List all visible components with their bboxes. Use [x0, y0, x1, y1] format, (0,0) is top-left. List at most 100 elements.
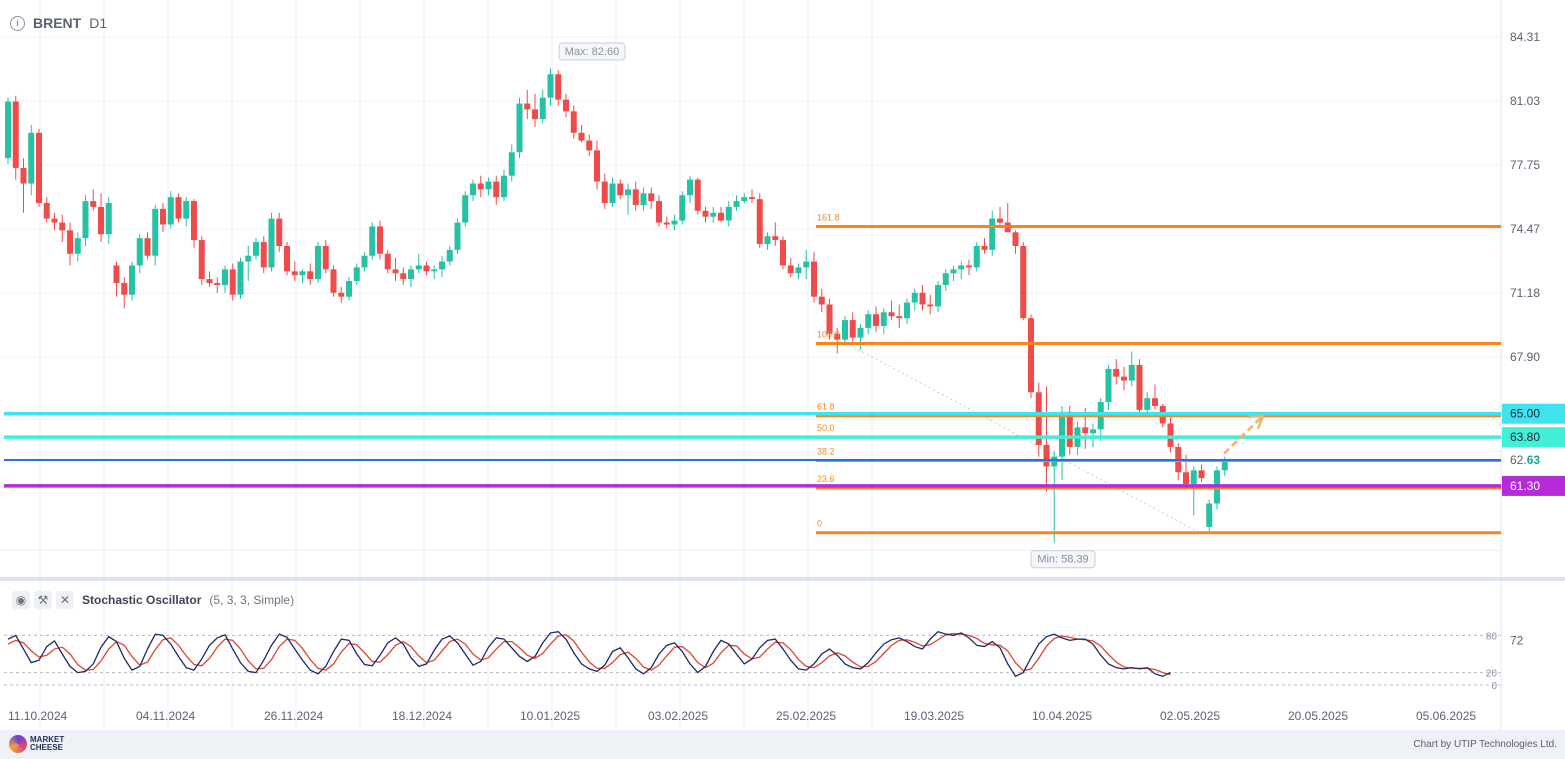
- candle-body: [679, 195, 686, 221]
- info-icon[interactable]: i: [10, 15, 25, 31]
- candle-body: [927, 304, 934, 307]
- candle-bull: [1097, 398, 1104, 442]
- candle-body: [90, 201, 97, 207]
- credit-text: Chart by UTIP Technologies Ltd.: [1413, 739, 1557, 750]
- candle-body: [82, 201, 89, 239]
- fib-level-label: 0: [817, 519, 822, 529]
- candle-bear: [1012, 230, 1019, 254]
- candle-body: [555, 74, 562, 100]
- candle-bear: [532, 93, 538, 127]
- oscillator-header: ◉ ⚒ ✕ Stochastic Oscillator (5, 3, 3, Si…: [12, 591, 294, 609]
- brand-logo[interactable]: MARKET CHEESE: [9, 735, 64, 753]
- candle-bull: [679, 191, 686, 225]
- candle-bull: [795, 263, 802, 280]
- candle-body: [1113, 368, 1120, 377]
- candle-body: [640, 193, 647, 205]
- wrench-icon[interactable]: ⚒: [34, 591, 52, 609]
- candle-body: [741, 197, 748, 202]
- candle-bear: [160, 203, 166, 233]
- candle-bull: [462, 191, 469, 227]
- candle-body: [423, 265, 430, 272]
- candle-body: [400, 273, 407, 280]
- candle-bull: [1051, 450, 1058, 543]
- candle-body: [98, 206, 104, 235]
- candle-body: [710, 212, 717, 217]
- time-axis[interactable]: 11.10.2024 04.11.2024 26.11.2024 18.12.2024…: [8, 709, 1476, 723]
- candle-bull: [725, 201, 732, 227]
- close-icon[interactable]: ✕: [56, 591, 74, 609]
- pane-separator[interactable]: [0, 577, 1565, 581]
- brand-line1: MARKET: [30, 735, 65, 744]
- candle-body: [1121, 376, 1127, 381]
- candle-bear: [191, 199, 197, 248]
- candle-bull: [315, 242, 321, 284]
- osc-level-label: 80: [1486, 631, 1498, 642]
- candle-bear: [206, 271, 213, 287]
- candle-body: [842, 320, 848, 340]
- candle-body: [601, 181, 608, 204]
- stochastic-plot: 80 200 72: [7, 630, 1524, 692]
- x-tick-label: 26.11.2024: [264, 709, 323, 723]
- candle-bear: [927, 294, 934, 315]
- candle-bear: [981, 238, 988, 254]
- eye-icon[interactable]: ◉: [12, 591, 30, 609]
- candle-bear: [826, 298, 833, 340]
- candle-bear: [896, 304, 903, 328]
- max-label: Max: 82.60: [565, 46, 619, 58]
- candle-body: [229, 269, 236, 295]
- candle-body: [439, 261, 445, 270]
- candle-bear: [919, 284, 926, 311]
- candle-bear: [229, 263, 236, 301]
- price-tag-box: [1502, 475, 1565, 496]
- candle-body: [1190, 470, 1197, 484]
- price-axis[interactable]: 84.31 81.03 77.75 74.47 71.18 67.90: [1510, 30, 1540, 364]
- candle-body: [338, 292, 345, 297]
- candle-body: [175, 197, 182, 219]
- candle-body: [981, 245, 988, 250]
- candle-bear: [1136, 359, 1143, 416]
- candle-bull: [609, 177, 616, 207]
- candle-body: [369, 226, 376, 256]
- fib-level-label: 38.2: [817, 447, 835, 457]
- candle-bear: [330, 265, 337, 297]
- candle-body: [183, 201, 190, 219]
- candle-bear: [384, 249, 391, 274]
- candle-bull: [942, 269, 949, 291]
- candle-bull: [741, 193, 748, 204]
- candle-body: [346, 281, 352, 297]
- candle-body: [803, 261, 810, 268]
- candle-body: [1066, 411, 1073, 447]
- candle-bear: [12, 95, 19, 180]
- candle-body: [1043, 444, 1050, 467]
- candle-bear: [617, 179, 624, 200]
- y-tick-label: 77.75: [1510, 158, 1540, 172]
- fib-level-label: 61.8: [817, 402, 835, 412]
- candle-body: [59, 222, 66, 231]
- candle-body: [1144, 398, 1151, 410]
- candle-body: [594, 150, 600, 182]
- candle-body: [625, 189, 631, 196]
- footer-bar: [0, 730, 1565, 759]
- candle-body: [780, 240, 786, 266]
- candle-bear: [656, 195, 662, 227]
- candle-bull: [842, 316, 848, 346]
- candle-bull: [958, 261, 965, 280]
- extreme-labels: Max: 82.60 Min: 58.39: [558, 42, 1096, 569]
- price-tag-box: [1502, 427, 1565, 448]
- candle-body: [1090, 429, 1096, 434]
- candle-body: [136, 238, 143, 266]
- candle-body: [671, 220, 678, 225]
- candle-bear: [601, 173, 608, 209]
- y-tick-label: 71.18: [1510, 286, 1540, 300]
- min-label-box: [1030, 550, 1096, 569]
- candle-body: [260, 242, 267, 268]
- candle-body: [268, 218, 275, 268]
- candle-bear: [90, 189, 97, 211]
- horizontal-lines[interactable]: 65.00 63.80 62.63 61.30: [4, 403, 1565, 496]
- candle-bull: [904, 298, 910, 324]
- candle-body: [648, 193, 655, 202]
- oscillator-name: Stochastic Oscillator: [82, 593, 202, 607]
- fib-level-label: 161.8: [817, 212, 840, 222]
- candle-body: [167, 197, 174, 225]
- price-tag-box: [1502, 403, 1565, 424]
